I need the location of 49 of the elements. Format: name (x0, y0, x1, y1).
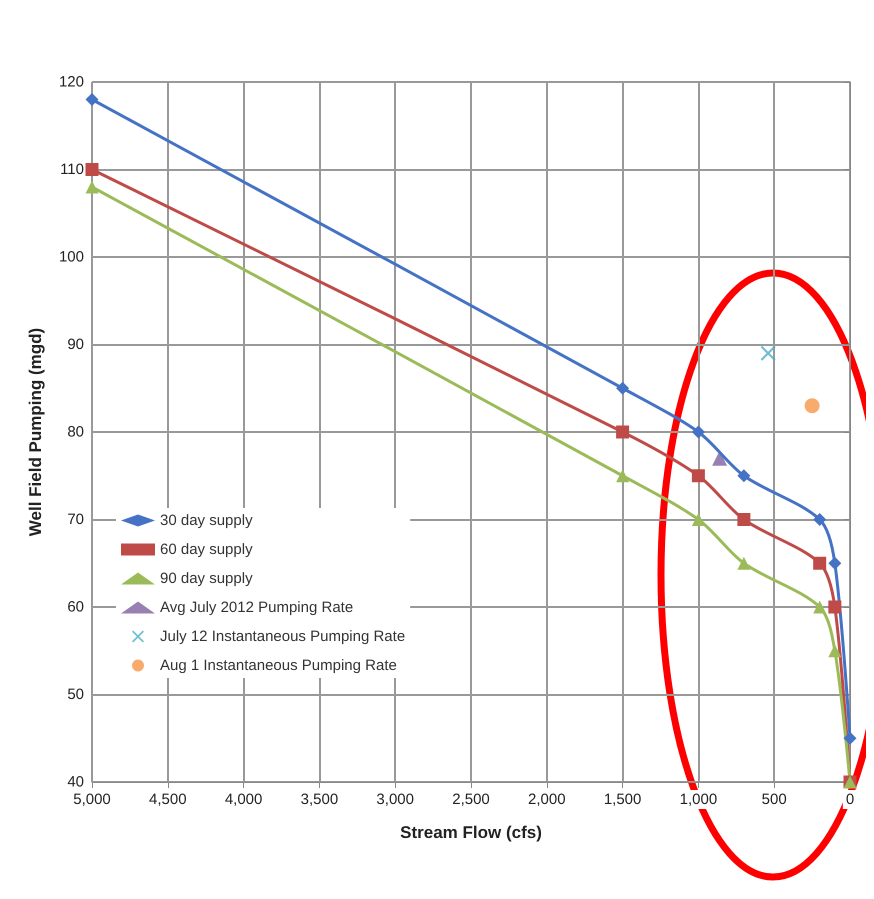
legend-label: July 12 Instantaneous Pumping Rate (160, 628, 406, 645)
point (616, 426, 630, 438)
x-tick-label: 500 (762, 791, 787, 808)
y-axis-title: Well Field Pumping (mgd) (26, 328, 45, 536)
legend-label: 90 day supply (160, 570, 254, 587)
x-tick-label: 4,000 (224, 791, 262, 808)
y-tick-label: 60 (67, 598, 84, 616)
point (737, 556, 750, 570)
x-tick-label: 2,000 (528, 791, 566, 808)
point (813, 556, 826, 570)
y-tick-label: 80 (67, 424, 84, 440)
x-tick-label: 3,000 (376, 791, 414, 808)
point (813, 600, 826, 614)
x-tick-label: 1,000 (680, 791, 718, 808)
legend-label: 60 day supply (160, 541, 254, 558)
point (616, 382, 630, 395)
y-tick-label: 70 (67, 511, 84, 528)
point (828, 556, 842, 570)
point (616, 469, 630, 482)
y-tick-label: 120 (58, 74, 84, 90)
x-tick-label: 2,500 (452, 791, 490, 808)
point (828, 600, 842, 614)
point (86, 180, 98, 194)
x-tick-label: 4,500 (149, 791, 187, 808)
legend-label: Aug 1 Instantaneous Pumping Rate (160, 657, 397, 674)
x-tick-label: 5,000 (73, 791, 111, 808)
point (760, 346, 776, 361)
point (813, 513, 826, 526)
x-tick-label: 3,500 (300, 791, 338, 808)
y-tick-label: 50 (67, 686, 84, 703)
point (692, 426, 705, 438)
x-axis-title: Stream Flow (cfs) (400, 823, 542, 842)
x-tick-label: 0 (846, 791, 854, 808)
legend-label: Avg July 2012 Pumping Rate (160, 599, 354, 616)
point (804, 398, 820, 414)
x-tick-label: 1,500 (604, 791, 642, 808)
y-tick-label: 40 (67, 774, 84, 790)
point (737, 469, 750, 482)
point (692, 513, 705, 526)
point (737, 513, 750, 526)
point (844, 732, 856, 745)
y-tick-label: 90 (67, 336, 84, 353)
point (692, 469, 705, 482)
y-tick-label: 100 (58, 248, 84, 266)
legend-label: 30 day supply (160, 512, 254, 529)
point (828, 644, 842, 658)
point (86, 163, 98, 176)
y-tick-label: 110 (60, 161, 84, 178)
point (86, 93, 98, 106)
